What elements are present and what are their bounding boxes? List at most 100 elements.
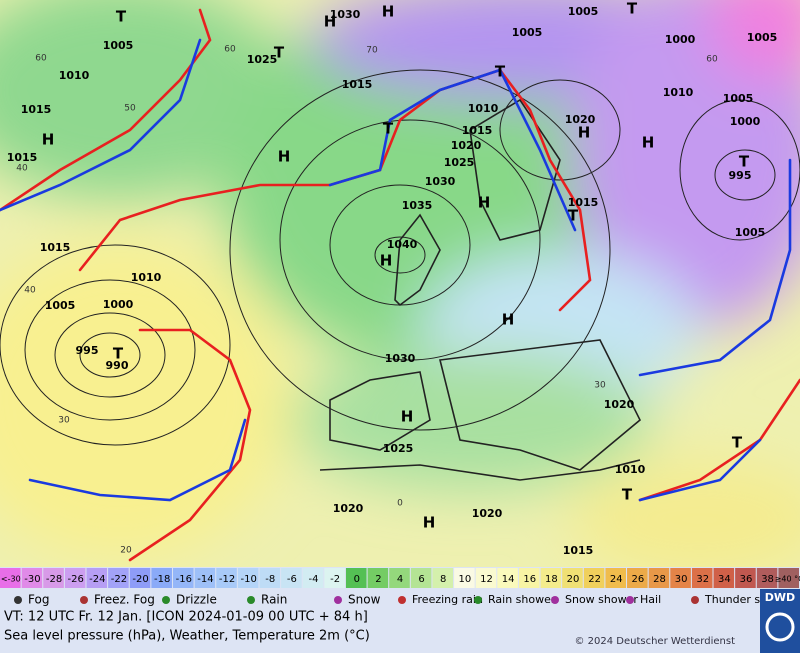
temperature-label: -18 <box>154 574 170 585</box>
weather-icon <box>162 596 170 604</box>
pressure-center: T <box>622 486 633 504</box>
weather-icon <box>626 596 634 604</box>
temperature-cell <box>43 568 64 588</box>
isobar-label: 1015 <box>7 151 38 164</box>
isobar-label: 1015 <box>342 78 373 91</box>
isobar-label: 1005 <box>512 26 543 39</box>
isotherm-label: 60 <box>224 45 236 55</box>
logo <box>760 589 800 653</box>
temperature-label: -20 <box>132 574 148 585</box>
pressure-center: T <box>383 120 394 138</box>
temperature-cell <box>475 568 497 588</box>
temperature-cell <box>735 568 756 588</box>
pressure-center: T <box>495 63 506 81</box>
weather-icon <box>474 596 482 604</box>
weather-icon <box>334 596 342 604</box>
isotherm-label: 50 <box>124 104 136 114</box>
temperature-cell <box>345 568 367 588</box>
isobar-label: 990 <box>106 359 129 372</box>
temperature-label: 12 <box>480 574 493 585</box>
temperature-cell <box>497 568 518 588</box>
isotherm-label: 0 <box>397 499 403 509</box>
temperature-label: 32 <box>696 574 709 585</box>
temperature-label: 10 <box>458 574 471 585</box>
map: 1030 1005 1005 1000 1005 1005 1025 1010 1015 1010… <box>0 0 800 567</box>
temperature-cell <box>302 568 324 588</box>
temperature-label: 8 <box>440 574 446 585</box>
isobar-label: 1005 <box>735 226 766 239</box>
isobar-label: 1030 <box>330 8 361 21</box>
temperature-label: -14 <box>197 574 213 585</box>
temperature-cell <box>540 568 562 588</box>
temperature-label: 20 <box>567 574 580 585</box>
isobar-label: 1015 <box>40 241 71 254</box>
temperature-label: 24 <box>610 574 623 585</box>
temperature-cell <box>367 568 389 588</box>
temperature-label: 0 <box>354 574 360 585</box>
temperature-label: 30 <box>675 574 688 585</box>
pressure-center: H <box>401 408 414 426</box>
pressure-center: H <box>423 514 436 532</box>
temperature-cell <box>129 568 151 588</box>
temperature-cell <box>216 568 237 588</box>
temperature-label: -30 <box>24 574 40 585</box>
temperature-cell <box>627 568 648 588</box>
weather-icon <box>551 596 559 604</box>
isobar-label: 1000 <box>103 298 134 311</box>
isobar-label: 1030 <box>385 352 416 365</box>
temperature-label: -2 <box>330 574 340 585</box>
temperature-cell <box>756 568 778 588</box>
isotherm-label: 60 <box>35 54 47 64</box>
temperature-cell <box>670 568 691 588</box>
isotherm-label: 20 <box>120 546 132 556</box>
weather-icon <box>398 596 406 604</box>
isobar-label: 1015 <box>568 196 599 209</box>
pressure-center: T <box>116 8 127 26</box>
isobar-label: 1025 <box>383 442 414 455</box>
isobar-label: 1030 <box>425 175 456 188</box>
isobar-label: 1020 <box>604 398 635 411</box>
isobar-label: 1005 <box>45 299 76 312</box>
logo-text: DWD <box>765 591 795 604</box>
isobar-label: 1010 <box>131 271 162 284</box>
isobar-label: 1010 <box>663 86 694 99</box>
temperature-label: -8 <box>265 574 275 585</box>
temperature-cell <box>324 568 345 588</box>
pressure-center: H <box>278 148 291 166</box>
temperature-cell <box>562 568 583 588</box>
isobar-label: 1005 <box>568 5 599 18</box>
temperature-label: -10 <box>240 574 256 585</box>
temperature-cell <box>86 568 108 588</box>
isobar-label: 1020 <box>333 502 364 515</box>
weather-icon <box>14 596 22 604</box>
temperature-cell <box>518 568 540 588</box>
isotherm-label: 30 <box>58 416 70 426</box>
temperature-cell <box>778 568 799 588</box>
temperature-cell <box>605 568 627 588</box>
copyright: © 2024 Deutscher Wetterdienst <box>574 636 735 647</box>
isobar-label: 1020 <box>451 139 482 152</box>
temperature-label: -22 <box>111 574 127 585</box>
temperature-label: -28 <box>46 574 62 585</box>
temperature-label: 16 <box>523 574 536 585</box>
isobar-label: 995 <box>729 169 752 182</box>
isobar-label: 1025 <box>444 156 475 169</box>
pressure-center: T <box>113 345 124 363</box>
temperature-cell <box>237 568 259 588</box>
temperature-cell <box>0 568 21 588</box>
isobar-label: 1000 <box>730 115 761 128</box>
temperature-cell <box>172 568 194 588</box>
temperature-cell <box>648 568 670 588</box>
temperature-label: 28 <box>653 574 666 585</box>
temperature-label: -26 <box>68 574 84 585</box>
isobar-label: 1040 <box>387 238 418 251</box>
temperature-label: 6 <box>418 574 424 585</box>
pressure-center: H <box>478 194 491 212</box>
temperature-cell <box>454 568 475 588</box>
weather-label: Freez. Fog <box>94 593 155 607</box>
weather-label: Fog <box>28 593 49 607</box>
temperature-cell <box>64 568 86 588</box>
isobar-label: 1025 <box>247 53 278 66</box>
pressure-center: H <box>642 134 655 152</box>
